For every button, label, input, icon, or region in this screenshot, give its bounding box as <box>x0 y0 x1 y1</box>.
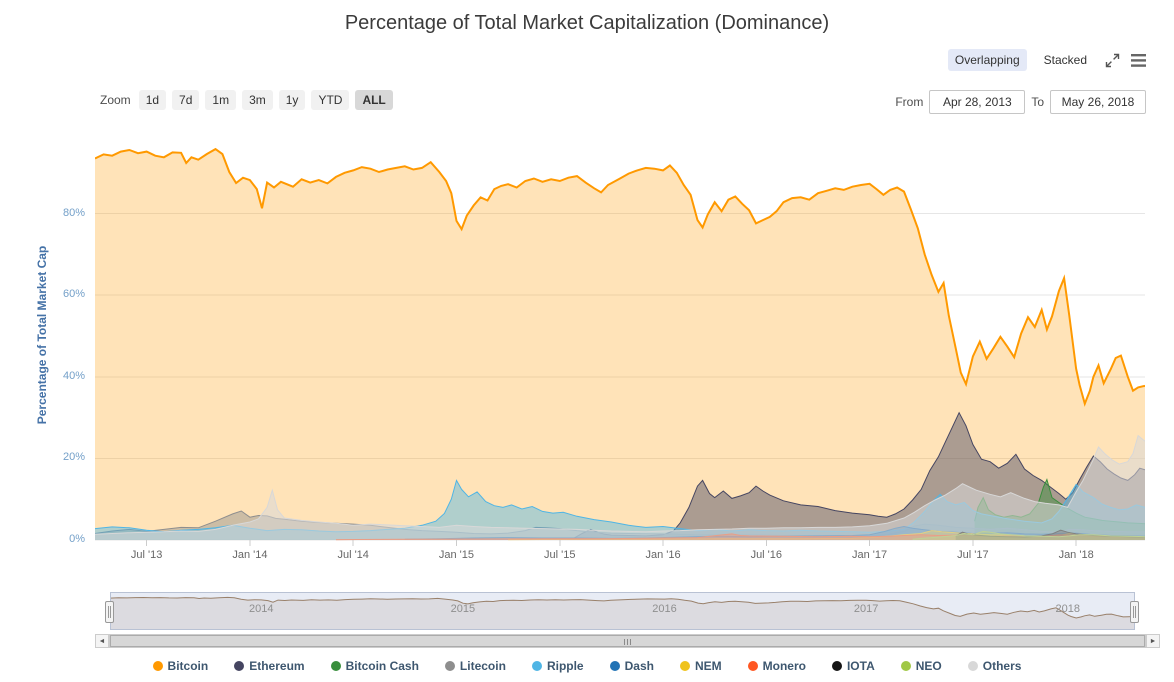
from-label: From <box>895 95 924 109</box>
legend-marker-icon <box>609 661 620 671</box>
legend-marker-icon <box>234 661 245 671</box>
scrollbar: ◄ ► <box>95 634 1160 648</box>
legend-label: NEO <box>915 659 942 673</box>
x-axis-label: Jan '15 <box>438 549 475 561</box>
stacked-toggle[interactable]: Stacked <box>1043 53 1087 67</box>
legend-marker-icon <box>747 661 758 671</box>
legend: Bitcoin Ethereum Bitcoin Cash Litecoin Rippl… <box>0 659 1174 673</box>
y-axis-title: Percentage of Total Market Cap <box>35 245 49 425</box>
scroll-left-icon[interactable]: ◄ <box>95 634 109 648</box>
zoom-button-all[interactable]: ALL <box>355 90 393 110</box>
x-axis-label: Jul '17 <box>957 549 989 561</box>
y-axis-label: 20% <box>62 451 85 464</box>
from-date-input[interactable] <box>929 90 1026 114</box>
bitcoin-line <box>95 147 1145 407</box>
legend-marker-icon <box>444 661 455 671</box>
zoom-label: Zoom <box>100 93 131 107</box>
bitcoin-area <box>95 149 1145 540</box>
navigator-series-area <box>110 597 1135 629</box>
x-axis-label: Jul '14 <box>337 549 369 561</box>
legend-label: NEM <box>694 659 722 673</box>
navigator-year-label: 2016 <box>652 603 677 615</box>
scrollbar-grip-icon <box>623 639 632 645</box>
navigator[interactable] <box>110 592 1135 630</box>
zoom-button-1d[interactable]: 1d <box>138 90 167 110</box>
y-axis-label: 0% <box>69 533 85 545</box>
legend-marker-icon <box>531 661 542 671</box>
legend-marker-icon <box>679 661 690 671</box>
legend-marker-icon <box>967 661 978 671</box>
to-date-input[interactable] <box>1050 90 1146 114</box>
zoom-button-7d[interactable]: 7d <box>172 90 200 110</box>
legend-item-bitcoin[interactable]: Bitcoin <box>152 659 209 673</box>
legend-label: Others <box>982 659 1022 673</box>
x-axis-label: Jul '15 <box>544 549 576 561</box>
navigator-year-label: 2017 <box>853 603 879 615</box>
legend-item-neo[interactable]: NEO <box>900 659 942 673</box>
legend-marker-icon <box>152 661 163 671</box>
zoom-button-1y[interactable]: 1y <box>278 90 306 110</box>
mode-controls: Overlapping Stacked <box>947 49 1146 71</box>
legend-label: Dash <box>624 659 654 673</box>
navigator-year-label: 2015 <box>450 603 476 615</box>
navigator-year-label: 2014 <box>248 603 274 615</box>
x-axis-label: Jan '18 <box>1058 549 1094 561</box>
legend-marker-icon <box>831 661 842 671</box>
to-label: To <box>1031 95 1044 109</box>
legend-item-others[interactable]: Others <box>967 659 1022 673</box>
legend-item-nem[interactable]: NEM <box>679 659 722 673</box>
zoom-button-ytd[interactable]: YTD <box>311 90 350 110</box>
fullscreen-icon[interactable] <box>1104 52 1120 68</box>
hamburger-menu-icon[interactable] <box>1130 52 1146 68</box>
others-area <box>95 435 1145 540</box>
navigator-year-label: 2018 <box>1055 603 1081 615</box>
legend-label: Bitcoin <box>167 659 209 673</box>
legend-label: Ripple <box>546 659 584 673</box>
plot-area[interactable] <box>95 130 1145 550</box>
navigator-background <box>110 592 1135 630</box>
legend-label: Bitcoin Cash <box>345 659 419 673</box>
x-axis-label: Jul '13 <box>130 549 163 561</box>
x-axis-label: Jan '16 <box>645 549 681 561</box>
others-line <box>95 434 1145 535</box>
scrollbar-thumb[interactable] <box>110 635 1145 647</box>
y-axis-label: 40% <box>62 369 85 382</box>
navigator-handle-left[interactable] <box>105 601 114 623</box>
legend-marker-icon <box>900 661 911 671</box>
legend-item-monero[interactable]: Monero <box>747 659 806 673</box>
range-selector: Zoom 1d 7d 1m 3m 1y YTD ALL <box>100 90 393 110</box>
legend-item-bitcoin-cash[interactable]: Bitcoin Cash <box>330 659 419 673</box>
legend-label: Monero <box>762 659 806 673</box>
zoom-buttons: 1d 7d 1m 3m 1y YTD ALL <box>138 90 393 110</box>
zoom-button-1m[interactable]: 1m <box>205 90 237 110</box>
scroll-right-icon[interactable]: ► <box>1146 634 1160 648</box>
date-range-inputs: From To <box>895 90 1146 114</box>
legend-marker-icon <box>330 661 341 671</box>
navigator-series-line <box>110 596 1135 619</box>
scrollbar-track[interactable] <box>109 634 1146 648</box>
legend-item-ripple[interactable]: Ripple <box>531 659 584 673</box>
x-axis-label: Jul '16 <box>750 549 783 561</box>
legend-label: Litecoin <box>459 659 506 673</box>
legend-label: Ethereum <box>249 659 305 673</box>
legend-item-litecoin[interactable]: Litecoin <box>444 659 506 673</box>
overlapping-toggle[interactable]: Overlapping <box>947 49 1027 71</box>
legend-label: IOTA <box>846 659 875 673</box>
x-axis-label: Jan '14 <box>232 549 268 561</box>
x-axis-label: Jan '17 <box>852 549 888 561</box>
legend-item-iota[interactable]: IOTA <box>831 659 875 673</box>
y-axis-label: 60% <box>62 288 85 301</box>
chart-title: Percentage of Total Market Capitalizatio… <box>344 12 830 34</box>
ethereum-line <box>573 411 1145 539</box>
zoom-button-3m[interactable]: 3m <box>242 90 273 110</box>
legend-item-ethereum[interactable]: Ethereum <box>234 659 305 673</box>
y-axis-label: 80% <box>62 206 85 219</box>
navigator-handle-right[interactable] <box>1130 601 1139 623</box>
legend-item-dash[interactable]: Dash <box>609 659 654 673</box>
